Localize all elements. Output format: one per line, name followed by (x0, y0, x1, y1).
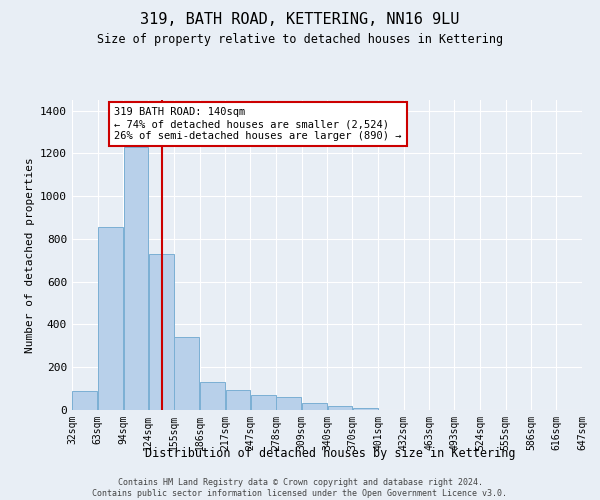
Bar (353, 408, 378, 410)
Bar (251, 395, 276, 410)
Text: 319, BATH ROAD, KETTERING, NN16 9LU: 319, BATH ROAD, KETTERING, NN16 9LU (140, 12, 460, 28)
Bar (328, 406, 352, 410)
Bar (174, 338, 199, 410)
Bar (124, 147, 148, 410)
Bar (276, 397, 301, 410)
Bar (302, 402, 327, 410)
Bar (149, 254, 174, 410)
Bar (226, 390, 250, 410)
Text: Size of property relative to detached houses in Kettering: Size of property relative to detached ho… (97, 32, 503, 46)
Text: 319 BATH ROAD: 140sqm
← 74% of detached houses are smaller (2,524)
26% of semi-d: 319 BATH ROAD: 140sqm ← 74% of detached … (114, 108, 402, 140)
Bar (98, 227, 123, 410)
Text: Distribution of detached houses by size in Kettering: Distribution of detached houses by size … (145, 448, 515, 460)
Bar (72, 391, 97, 410)
Bar (200, 382, 225, 410)
Y-axis label: Number of detached properties: Number of detached properties (25, 157, 35, 353)
Text: Contains HM Land Registry data © Crown copyright and database right 2024.
Contai: Contains HM Land Registry data © Crown c… (92, 478, 508, 498)
